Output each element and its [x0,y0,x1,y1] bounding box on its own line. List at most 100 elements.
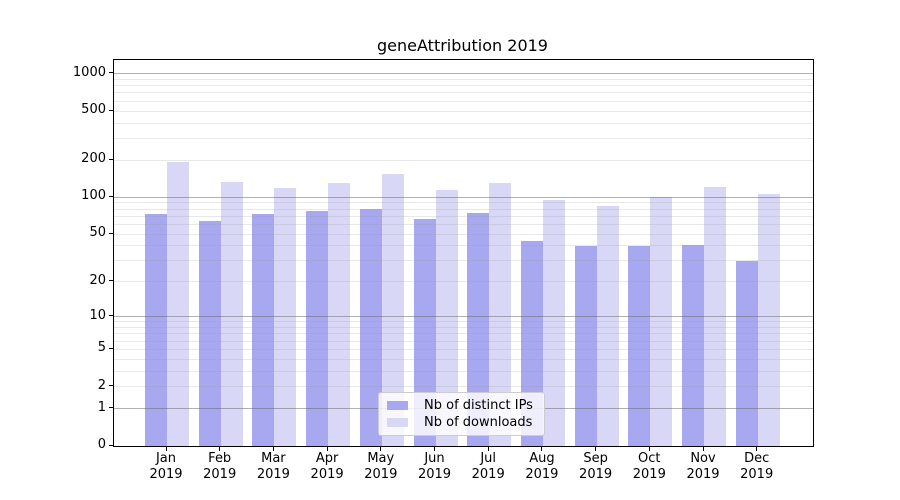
y-tick-mark [109,444,113,446]
bar-distinct-ips-jul-2019 [467,212,490,446]
gridline-minor [114,202,813,204]
x-tick-mark [434,447,435,451]
gridline-major [114,316,813,318]
x-tick-mark [756,447,758,451]
y-tick-mark [109,385,113,387]
bar-downloads-jul-2019 [489,183,512,446]
x-tick-mark [541,447,543,451]
bar-distinct-ips-oct-2019 [628,245,651,446]
x-tick-label: Jan 2019 [149,451,183,482]
x-tick-mark [380,447,382,451]
bar-downloads-jun-2019 [435,189,458,446]
bar-downloads-feb-2019 [220,181,243,446]
y-tick-label: 20 [89,272,106,288]
gridline-minor [114,215,813,217]
bar-distinct-ips-apr-2019 [306,210,329,446]
y-tick-label: 0 [97,437,106,452]
x-tick-label: Sep 2019 [579,451,613,482]
legend-swatch-downloads [387,418,408,427]
gridline-minor [114,78,813,80]
gridline-minor [114,333,813,335]
x-tick-label: May 2019 [364,451,398,482]
gridline-minor [114,358,813,360]
y-tick-mark [109,158,113,160]
bar-distinct-ips-jan-2019 [145,214,167,446]
bar-distinct-ips-nov-2019 [682,244,704,446]
gridline-minor [114,100,813,102]
x-tick-mark [219,447,221,451]
y-tick-label: 2 [97,377,106,393]
bar-downloads-may-2019 [381,173,404,446]
bar-downloads-oct-2019 [650,197,673,446]
y-tick-mark [109,280,113,282]
gridline-minor [114,159,813,161]
y-tick-label: 50 [89,225,106,241]
x-tick-label: Feb 2019 [203,451,237,482]
bar-downloads-aug-2019 [542,200,565,446]
x-tick-label: Dec 2019 [740,451,774,482]
x-tick-label: Mar 2019 [256,451,290,482]
y-tick-mark [109,347,113,349]
legend-label-downloads: Nb of downloads [424,415,533,430]
bar-distinct-ips-feb-2019 [198,221,221,446]
legend-item-downloads: Nb of downloads [387,414,536,431]
bar-distinct-ips-jun-2019 [413,219,436,446]
x-tick-label: Jun 2019 [417,451,452,482]
y-tick-label: 1 [97,399,106,415]
bar-distinct-ips-sep-2019 [574,245,597,446]
x-tick-mark [165,447,167,451]
x-tick-mark [272,447,274,451]
x-tick-mark [648,447,650,451]
x-tick-label: Jul 2019 [471,451,505,482]
gridline-minor [114,327,813,329]
gridline-minor [114,137,813,139]
bar-downloads-apr-2019 [328,183,351,446]
bar-distinct-ips-mar-2019 [252,214,275,446]
legend-swatch-distinct-ips [387,401,408,410]
y-tick-mark [109,232,113,234]
legend: Nb of distinct IPs Nb of downloads [378,392,545,436]
legend-label-distinct-ips: Nb of distinct IPs [424,398,533,413]
y-tick-mark [109,109,113,111]
y-tick-label: 500 [81,102,106,118]
gridline-minor [114,348,813,350]
x-tick-mark [702,447,704,451]
x-tick-label: Aug 2019 [525,451,559,482]
x-tick-label: Apr 2019 [310,451,344,482]
legend-item-distinct-ips: Nb of distinct IPs [387,397,536,414]
bar-downloads-sep-2019 [596,205,619,446]
bar-downloads-dec-2019 [757,194,780,446]
gridline-minor [114,370,813,372]
plot-area [113,59,814,447]
gridline-minor [114,85,813,87]
y-tick-label: 10 [89,307,106,323]
gridline-minor [114,110,813,112]
bar-downloads-jan-2019 [167,161,189,446]
gridline-minor [114,208,813,210]
y-tick-label: 1000 [72,64,106,80]
y-tick-mark [109,195,113,197]
gridline-minor [114,340,813,342]
gridline-minor [114,260,813,262]
y-tick-label: 200 [81,151,106,167]
x-tick-mark [487,447,489,451]
gridline-minor [114,92,813,94]
x-tick-label: Oct 2019 [632,451,666,482]
gridline-minor [114,386,813,388]
gridline-major [114,196,813,198]
y-tick-mark [109,315,113,317]
gridline-major [114,73,813,75]
gridline-minor [114,223,813,225]
y-tick-label: 5 [97,340,106,356]
x-tick-label: Nov 2019 [686,451,720,482]
x-tick-mark [326,447,328,451]
x-tick-mark [595,447,597,451]
chart-title: geneAttribution 2019 [377,36,548,55]
gridline-minor [114,122,813,124]
gridline-minor [114,245,813,247]
bar-distinct-ips-may-2019 [359,209,382,446]
bar-distinct-ips-dec-2019 [735,260,758,446]
y-tick-mark [109,72,113,74]
gridline-minor [114,233,813,235]
